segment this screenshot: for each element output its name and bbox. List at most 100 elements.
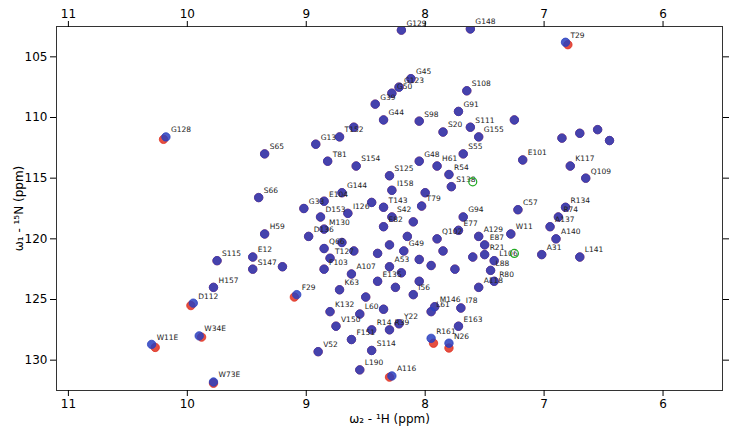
svg-text:G45: G45	[416, 67, 432, 76]
svg-text:7: 7	[540, 7, 548, 21]
svg-text:Q66: Q66	[329, 237, 345, 246]
svg-text:125: 125	[25, 292, 48, 306]
svg-text:R39: R39	[395, 318, 410, 327]
svg-text:D153: D153	[326, 205, 346, 214]
svg-text:T81: T81	[332, 150, 347, 159]
svg-text:L190: L190	[365, 358, 384, 367]
svg-text:G44: G44	[389, 108, 405, 117]
svg-text:D136: D136	[314, 225, 334, 234]
svg-text:ω₂ - ¹H (ppm): ω₂ - ¹H (ppm)	[349, 412, 430, 426]
svg-text:R54: R54	[454, 163, 469, 172]
svg-text:I78: I78	[466, 296, 478, 305]
svg-text:S98: S98	[424, 110, 439, 119]
svg-text:130: 130	[25, 353, 48, 367]
svg-text:I56: I56	[418, 283, 430, 292]
svg-text:H157: H157	[218, 276, 238, 285]
svg-text:11: 11	[61, 397, 76, 411]
svg-text:V150: V150	[341, 315, 361, 324]
svg-text:S147: S147	[258, 258, 277, 267]
svg-text:R134: R134	[571, 196, 591, 205]
svg-text:G13: G13	[321, 133, 337, 142]
svg-text:S125: S125	[395, 164, 414, 173]
svg-text:ω₁ - ¹⁵N (ppm): ω₁ - ¹⁵N (ppm)	[12, 166, 26, 252]
svg-text:L60: L60	[365, 302, 379, 311]
svg-text:T143: T143	[388, 196, 408, 205]
svg-text:S115: S115	[222, 249, 241, 258]
svg-text:G48: G48	[424, 150, 440, 159]
svg-text:F103: F103	[329, 258, 348, 267]
svg-text:S55: S55	[468, 142, 483, 151]
svg-text:S42: S42	[397, 205, 412, 214]
svg-text:H59: H59	[270, 222, 285, 231]
svg-text:R14: R14	[377, 318, 392, 327]
svg-text:Q102: Q102	[442, 227, 462, 236]
svg-text:G144: G144	[347, 181, 367, 190]
svg-text:6: 6	[659, 7, 667, 21]
svg-text:S66: S66	[264, 186, 279, 195]
svg-text:G128: G128	[171, 125, 191, 134]
svg-text:K132: K132	[335, 300, 354, 309]
svg-text:120: 120	[25, 232, 48, 246]
svg-text:M146: M146	[440, 295, 461, 304]
svg-text:F151: F151	[356, 328, 375, 337]
svg-text:W11: W11	[516, 222, 533, 231]
svg-text:I158: I158	[397, 179, 414, 188]
svg-text:C57: C57	[523, 198, 538, 207]
svg-text:R80: R80	[499, 270, 514, 279]
svg-text:10: 10	[180, 7, 195, 21]
svg-text:G148: G148	[475, 17, 495, 26]
svg-text:W11E: W11E	[157, 333, 179, 342]
svg-text:E82: E82	[389, 215, 404, 224]
svg-text:G50: G50	[397, 82, 413, 91]
svg-text:A116: A116	[397, 364, 417, 373]
svg-text:S138: S138	[456, 175, 475, 184]
svg-text:G91: G91	[463, 100, 479, 109]
svg-text:V52: V52	[323, 340, 338, 349]
svg-text:E12: E12	[258, 245, 273, 254]
svg-text:A140: A140	[561, 227, 581, 236]
svg-text:8: 8	[421, 7, 429, 21]
svg-text:L141: L141	[585, 245, 604, 254]
svg-text:E77: E77	[463, 219, 478, 228]
svg-text:L88: L88	[496, 259, 510, 268]
svg-text:11: 11	[61, 7, 76, 21]
svg-text:A107: A107	[356, 262, 376, 271]
svg-text:A137: A137	[555, 215, 575, 224]
svg-text:6: 6	[659, 397, 667, 411]
svg-text:8: 8	[421, 397, 429, 411]
svg-text:115: 115	[25, 171, 48, 185]
svg-text:110: 110	[25, 110, 48, 124]
svg-text:Q109: Q109	[591, 167, 611, 176]
svg-text:S154: S154	[361, 154, 380, 163]
svg-text:S111: S111	[475, 116, 494, 125]
svg-text:K117: K117	[575, 154, 594, 163]
svg-text:E101: E101	[528, 148, 547, 157]
svg-text:K63: K63	[345, 278, 360, 287]
svg-text:T79: T79	[426, 194, 441, 203]
svg-text:A53: A53	[395, 255, 410, 264]
svg-text:S65: S65	[270, 142, 285, 151]
svg-text:N26: N26	[454, 332, 469, 341]
svg-text:T29: T29	[570, 31, 585, 40]
svg-text:S114: S114	[377, 339, 396, 348]
svg-text:A31: A31	[547, 243, 562, 252]
svg-text:R161: R161	[436, 327, 456, 336]
svg-text:W34E: W34E	[204, 324, 226, 333]
svg-text:E104: E104	[329, 190, 348, 199]
svg-text:S20: S20	[448, 120, 463, 129]
svg-text:F29: F29	[302, 283, 316, 292]
svg-text:G33: G33	[309, 197, 325, 206]
svg-text:W73E: W73E	[218, 370, 240, 379]
svg-text:7: 7	[540, 397, 548, 411]
svg-text:G155: G155	[484, 125, 504, 134]
svg-text:9: 9	[302, 7, 310, 21]
svg-text:E87: E87	[490, 233, 505, 242]
svg-text:T127: T127	[334, 247, 354, 256]
svg-text:R74: R74	[563, 205, 578, 214]
svg-text:G94: G94	[468, 205, 484, 214]
svg-text:T152: T152	[344, 125, 364, 134]
svg-text:G39: G39	[380, 93, 396, 102]
svg-text:E135: E135	[383, 270, 402, 279]
svg-text:E163: E163	[463, 315, 482, 324]
svg-text:105: 105	[25, 50, 48, 64]
